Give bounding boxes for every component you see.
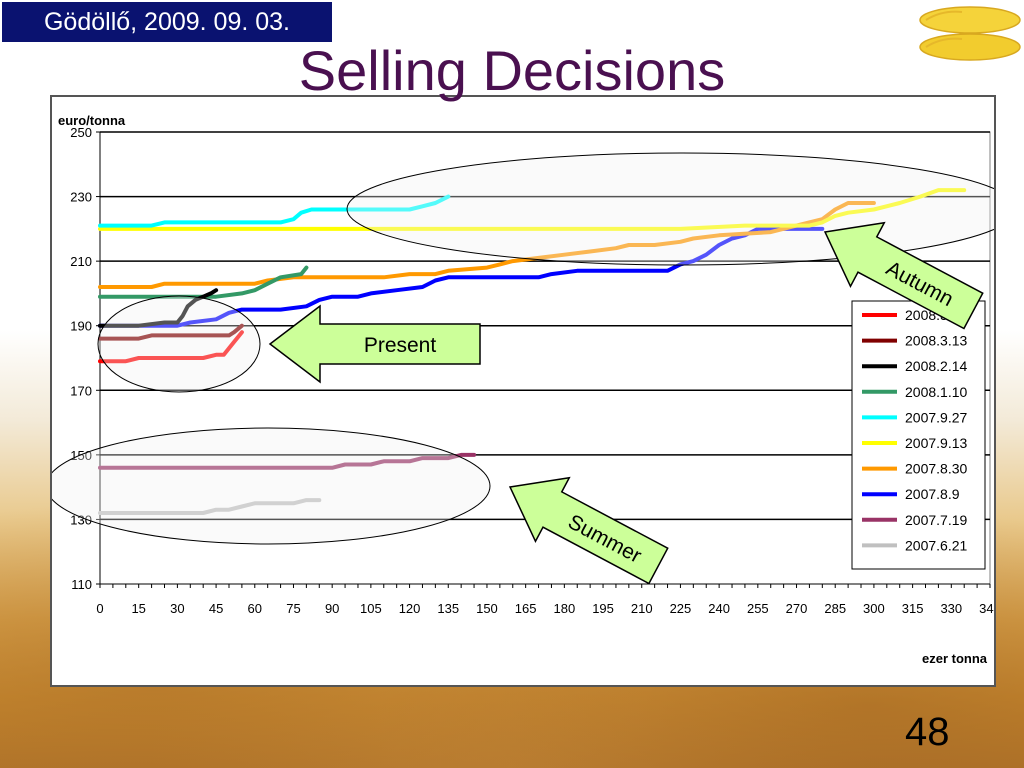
x-tick-label: 345 (979, 601, 994, 616)
y-tick-label: 110 (71, 577, 92, 592)
x-tick-label: 30 (170, 601, 184, 616)
x-tick-label: 105 (360, 601, 382, 616)
legend-label: 2008.2.14 (905, 358, 967, 374)
legend-label: 2007.7.19 (905, 512, 967, 528)
series-line-2007.8.30 (98, 201, 876, 289)
x-tick-label: 195 (592, 601, 614, 616)
legend (851, 300, 986, 570)
x-tick-label: 225 (670, 601, 692, 616)
legend-label: 2007.8.9 (905, 486, 960, 502)
y-tick-label: 130 (70, 512, 92, 527)
x-axis-title: ezer tonna (922, 651, 988, 666)
y-tick-label: 190 (70, 319, 92, 334)
legend-label: 2008.3.27 (905, 307, 967, 323)
y-axis-title: euro/tonna (58, 113, 126, 128)
y-tick-label: 210 (70, 254, 92, 269)
x-tick-label: 300 (863, 601, 885, 616)
autumn-ellipse (346, 152, 994, 266)
x-tick-label: 180 (553, 601, 575, 616)
x-tick-label: 0 (96, 601, 103, 616)
x-tick-label: 135 (437, 601, 459, 616)
corn-icon (919, 6, 1021, 61)
x-tick-label: 150 (476, 601, 498, 616)
series-line-2008.3.13 (98, 323, 244, 341)
x-tick-label: 255 (747, 601, 769, 616)
x-tick-label: 165 (515, 601, 537, 616)
series-line-2007.7.19 (98, 452, 477, 470)
y-tick-label: 150 (70, 448, 92, 463)
y-tick-label: 170 (70, 383, 92, 398)
x-tick-label: 60 (248, 601, 262, 616)
x-tick-label: 120 (399, 601, 421, 616)
series-line-2007.8.9 (98, 226, 825, 328)
series-line-2007.9.27 (98, 194, 451, 228)
page-number: 48 (905, 710, 950, 754)
legend-label: 2008.1.10 (905, 384, 967, 400)
x-tick-label: 210 (631, 601, 653, 616)
x-tick-label: 15 (131, 601, 145, 616)
summer-ellipse (52, 427, 491, 545)
y-tick-label: 230 (70, 190, 92, 205)
line-chart: 110 130 150 170 190 210 230 250 0 15 30 45 60 75 90 105… (52, 113, 994, 666)
date-location-label: Gödöllő, 2009. 09. 03. (0, 0, 334, 44)
x-tick-label: 330 (940, 601, 962, 616)
x-tick-label: 240 (708, 601, 730, 616)
legend-label: 2007.9.13 (905, 435, 967, 451)
present-ellipse (97, 295, 261, 393)
legend-label: 2007.8.30 (905, 461, 967, 477)
series-line-2008.1.10 (98, 265, 309, 299)
series-line-2007.6.21 (98, 498, 322, 515)
legend-label: 2007.9.27 (905, 409, 967, 425)
x-tick-label: 90 (325, 601, 339, 616)
x-tick-label: 315 (902, 601, 924, 616)
legend-label: 2007.6.21 (905, 537, 967, 553)
x-tick-label: 45 (209, 601, 223, 616)
y-tick-label: 250 (70, 125, 92, 140)
series-line-2008.2.14 (98, 288, 219, 328)
series-line-2008.3.27 (98, 330, 244, 364)
x-tick-label: 270 (786, 601, 808, 616)
x-tick-label: 75 (286, 601, 300, 616)
series-line-2007.9.13 (98, 188, 967, 231)
chart-frame: 110 130 150 170 190 210 230 250 0 15 30 45 60 75 90 105… (50, 95, 996, 687)
slide-title: Selling Decisions (298, 39, 726, 102)
legend-label: 2008.3.13 (905, 333, 967, 349)
x-tick-label: 285 (824, 601, 846, 616)
